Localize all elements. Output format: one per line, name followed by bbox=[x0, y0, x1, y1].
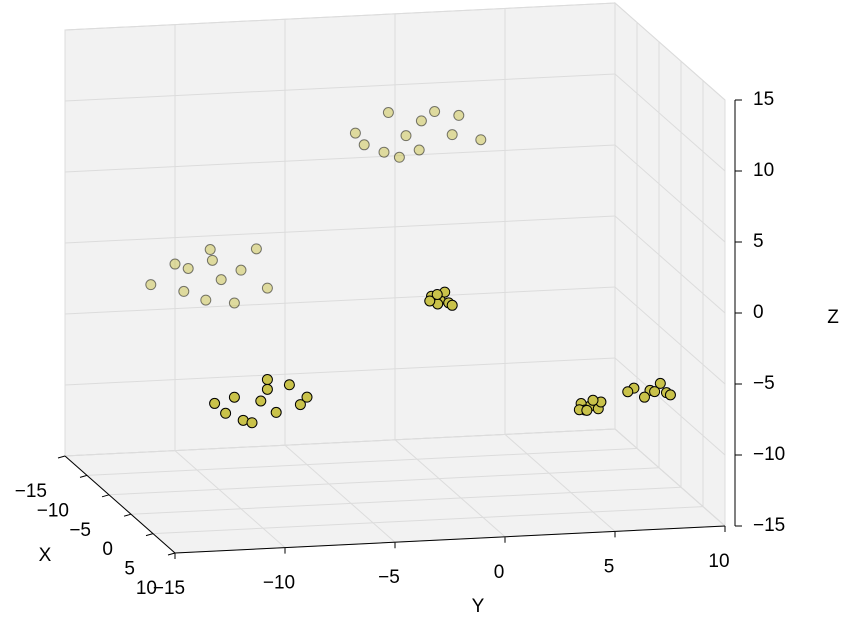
point bbox=[415, 115, 427, 127]
point bbox=[393, 151, 405, 163]
point bbox=[261, 383, 273, 395]
z-tick-label: 5 bbox=[753, 231, 764, 252]
grid-line bbox=[64, 2, 616, 31]
point bbox=[622, 386, 634, 398]
point bbox=[400, 130, 412, 142]
point bbox=[294, 399, 306, 411]
grid-line bbox=[394, 439, 506, 538]
tick-mark bbox=[123, 513, 132, 517]
grid-line bbox=[614, 286, 726, 385]
axis-line bbox=[174, 525, 726, 554]
point bbox=[431, 288, 443, 300]
grid-line bbox=[64, 286, 616, 315]
grid-line bbox=[86, 447, 638, 476]
point bbox=[587, 394, 599, 406]
point bbox=[378, 146, 390, 158]
point bbox=[228, 297, 240, 309]
grid-line bbox=[614, 2, 726, 101]
point bbox=[283, 379, 295, 391]
axis-line bbox=[64, 455, 176, 554]
tick-mark bbox=[57, 455, 66, 459]
point bbox=[446, 129, 458, 141]
z-tick-label: 0 bbox=[753, 302, 764, 323]
grid-line bbox=[174, 450, 286, 548]
point bbox=[261, 282, 273, 294]
point bbox=[475, 134, 487, 146]
point bbox=[206, 254, 218, 266]
y-tick-label: 5 bbox=[604, 556, 615, 577]
point bbox=[349, 127, 361, 139]
point bbox=[261, 374, 273, 386]
point bbox=[200, 294, 212, 306]
point bbox=[235, 264, 247, 276]
x-axis-label: X bbox=[39, 545, 52, 566]
tick-mark bbox=[167, 552, 176, 556]
y-tick-label: −10 bbox=[263, 573, 295, 594]
point bbox=[382, 107, 394, 119]
z-tick-label: −5 bbox=[753, 373, 775, 394]
point bbox=[215, 274, 227, 286]
point bbox=[446, 299, 458, 311]
grid-line bbox=[64, 428, 616, 457]
point bbox=[178, 285, 190, 297]
point bbox=[654, 377, 666, 389]
point bbox=[429, 106, 441, 118]
grid-line bbox=[64, 215, 616, 244]
point bbox=[255, 395, 267, 407]
point bbox=[145, 279, 157, 291]
z-tick-label: 10 bbox=[753, 160, 774, 181]
grid-line bbox=[152, 506, 704, 535]
point bbox=[649, 386, 661, 398]
grid-line bbox=[614, 215, 726, 314]
point bbox=[358, 139, 370, 151]
point bbox=[453, 109, 465, 121]
grid-line bbox=[614, 357, 726, 456]
point bbox=[424, 295, 436, 307]
point bbox=[228, 391, 240, 403]
point bbox=[413, 144, 425, 156]
point bbox=[182, 262, 194, 274]
grid-line bbox=[108, 467, 660, 496]
y-tick-label: 10 bbox=[708, 551, 729, 572]
point bbox=[169, 258, 181, 270]
y-tick-label: −15 bbox=[153, 578, 185, 599]
tick-mark bbox=[145, 533, 154, 537]
point bbox=[638, 391, 650, 403]
point bbox=[246, 417, 258, 429]
x-tick-label: −15 bbox=[15, 481, 47, 502]
tick-mark bbox=[101, 494, 110, 498]
grid-line bbox=[614, 73, 726, 172]
grid-line bbox=[130, 486, 682, 515]
grid-line bbox=[64, 144, 616, 173]
point bbox=[204, 244, 216, 256]
grid-line bbox=[64, 73, 616, 102]
z-tick-label: −15 bbox=[753, 515, 785, 536]
point bbox=[664, 389, 676, 401]
point bbox=[220, 407, 232, 419]
point bbox=[301, 391, 313, 403]
y-axis-label: Y bbox=[472, 596, 485, 617]
point bbox=[209, 397, 221, 409]
x-tick-label: 5 bbox=[124, 559, 135, 580]
point bbox=[581, 404, 593, 416]
grid-line bbox=[614, 428, 726, 527]
z-tick-label: −10 bbox=[753, 444, 785, 465]
x-tick-label: −5 bbox=[69, 520, 91, 541]
grid-line bbox=[64, 357, 616, 386]
grid-line bbox=[284, 444, 396, 543]
point bbox=[270, 406, 282, 418]
x-tick-label: 10 bbox=[136, 578, 157, 599]
y-tick-label: −5 bbox=[378, 567, 400, 588]
x-tick-label: 0 bbox=[102, 539, 113, 560]
y-tick-label: 0 bbox=[494, 562, 505, 583]
z-axis-label: Z bbox=[827, 307, 839, 328]
x-tick-label: −10 bbox=[37, 500, 69, 521]
grid-line bbox=[504, 434, 616, 532]
tick-mark bbox=[79, 474, 88, 478]
z-tick-label: 15 bbox=[753, 89, 774, 110]
point bbox=[250, 243, 262, 255]
grid-line bbox=[614, 144, 726, 243]
